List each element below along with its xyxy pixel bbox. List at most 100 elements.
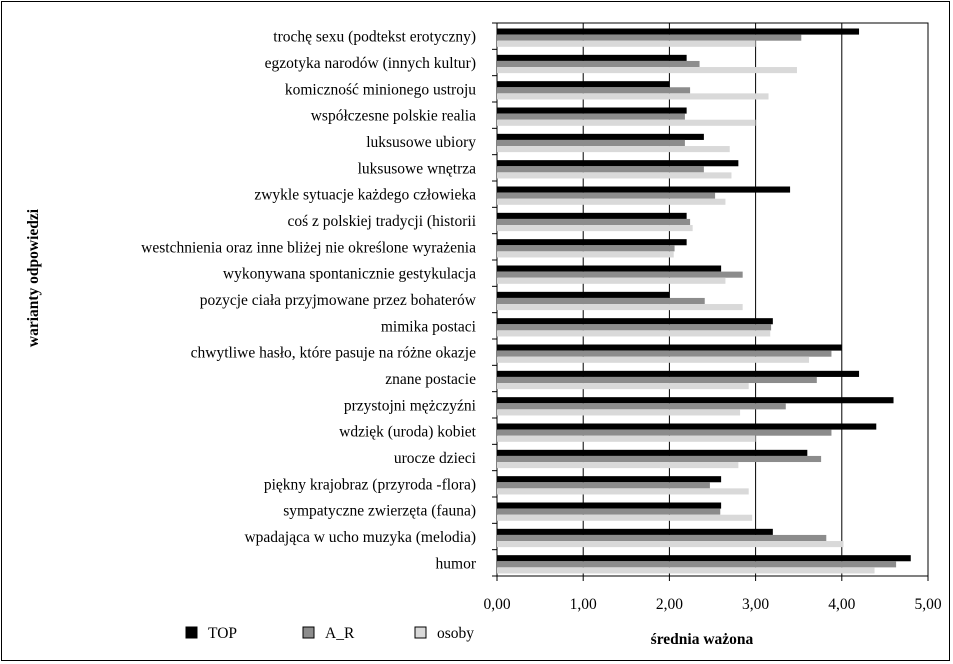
bar-osoby — [497, 146, 730, 153]
bar-osoby — [497, 40, 756, 47]
bar-osoby — [497, 93, 769, 100]
bar-top — [497, 476, 722, 483]
category-label: przystojni mężczyźni — [344, 397, 477, 414]
bar-top — [497, 291, 670, 298]
bar-top — [497, 186, 791, 193]
bar-osoby — [497, 567, 875, 574]
bar-top — [497, 528, 773, 535]
category-label: pozycje ciała przyjmowane przez bohateró… — [200, 292, 477, 309]
category-label: westchnienia oraz inne bliżej nie określ… — [141, 239, 476, 256]
bar-osoby — [497, 172, 732, 179]
bar-top — [497, 107, 687, 114]
bar-osoby — [497, 383, 749, 390]
bar-top — [497, 265, 722, 272]
category-label: urocze dzieci — [394, 450, 477, 467]
category-label: zwykle sytuacje każdego człowieka — [254, 187, 476, 204]
bar-osoby — [497, 356, 810, 363]
bar-a-r — [497, 139, 685, 147]
bar-a-r — [497, 245, 675, 252]
category-label: coś z polskiej tradycji (historii — [287, 213, 476, 230]
bar-osoby — [497, 67, 797, 74]
bar-osoby — [497, 251, 674, 258]
category-label: sympatyczne zwierzęta (fauna) — [283, 503, 476, 520]
bar-a-r — [497, 482, 710, 489]
y-axis-title: warianty odpowiedzi — [25, 208, 42, 347]
bar-top — [497, 370, 860, 377]
x-tick-label: 0,00 — [483, 596, 510, 613]
bar-a-r — [497, 60, 700, 68]
category-label: luksusowe ubiory — [366, 134, 476, 151]
category-label: luksusowe wnętrza — [358, 160, 476, 177]
bar-a-r — [497, 87, 691, 94]
bar-osoby — [497, 541, 844, 548]
bar-a-r — [497, 271, 743, 278]
bar-top — [497, 397, 894, 404]
category-label: wpadająca w ucho muzyka (melodia) — [244, 529, 476, 546]
bar-top — [497, 318, 773, 325]
bar-a-r — [497, 429, 832, 436]
bar-a-r — [497, 534, 827, 542]
bar-a-r — [497, 561, 897, 568]
bar-a-r — [497, 376, 817, 384]
x-tick-label: 3,00 — [742, 596, 769, 613]
bar-osoby — [497, 435, 756, 442]
category-label: wdzięk (uroda) kobiet — [339, 424, 477, 441]
category-label: znane postacie — [385, 371, 476, 388]
bar-osoby — [497, 225, 693, 232]
category-label: trochę sexu (podtekst erotyczny) — [273, 29, 476, 46]
category-label: wykonywana spontanicznie gestykulacja — [223, 266, 476, 283]
bar-osoby — [497, 198, 726, 205]
bar-top — [497, 212, 687, 219]
bar-osoby — [497, 409, 741, 416]
bar-osoby — [497, 304, 743, 311]
bar-a-r — [497, 455, 822, 463]
bar-top — [497, 28, 860, 35]
bar-a-r — [497, 403, 786, 410]
bar-osoby — [497, 514, 753, 521]
bar-osoby — [497, 330, 771, 337]
bar-top — [497, 423, 877, 430]
x-tick-label: 1,00 — [570, 596, 597, 613]
bar-a-r — [497, 113, 685, 120]
bar-osoby — [497, 277, 726, 284]
legend-label-a-r: A_R — [325, 625, 355, 642]
bar-top — [497, 239, 687, 246]
bar-a-r — [497, 297, 705, 305]
bar-osoby — [497, 488, 749, 495]
category-label: humor — [436, 555, 477, 572]
x-tick-label: 4,00 — [828, 596, 855, 613]
bar-top — [497, 555, 911, 562]
bar-osoby — [497, 119, 756, 126]
legend-swatch-a-r — [302, 626, 315, 639]
bar-top — [497, 54, 687, 61]
category-label: współczesne polskie realia — [311, 108, 476, 125]
bar-top — [497, 133, 704, 140]
bar-a-r — [497, 324, 772, 331]
bar-top — [497, 344, 842, 351]
bar-a-r — [497, 166, 704, 173]
bar-a-r — [497, 192, 716, 199]
x-tick-label: 2,00 — [656, 596, 683, 613]
bar-osoby — [497, 462, 739, 469]
legend-label-osoby: osoby — [437, 625, 474, 642]
bar-top — [497, 449, 808, 456]
bar-top — [497, 502, 722, 509]
bar-a-r — [497, 350, 832, 357]
category-label: mimika postaci — [381, 318, 477, 335]
x-axis-title: średnia ważona — [651, 631, 754, 648]
legend-label-top: TOP — [208, 625, 237, 642]
bar-top — [497, 81, 670, 88]
category-label: egzotyka narodów (innych kultur) — [265, 55, 476, 72]
bar-a-r — [497, 34, 802, 41]
category-label: chwytliwe hasło, które pasuje na różne o… — [191, 345, 476, 362]
category-label: komiczność minionego ustroju — [285, 81, 476, 98]
bar-a-r — [497, 508, 721, 515]
bar-top — [497, 160, 739, 167]
legend-swatch-osoby — [414, 626, 427, 639]
bar-a-r — [497, 218, 691, 226]
category-label: piękny krajobraz (przyroda -flora) — [264, 476, 476, 493]
x-tick-label: 5,00 — [914, 596, 941, 613]
legend-swatch-top — [185, 626, 198, 639]
